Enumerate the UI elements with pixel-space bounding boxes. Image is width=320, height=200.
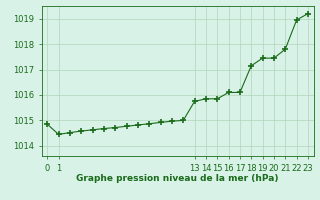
X-axis label: Graphe pression niveau de la mer (hPa): Graphe pression niveau de la mer (hPa) xyxy=(76,174,279,183)
